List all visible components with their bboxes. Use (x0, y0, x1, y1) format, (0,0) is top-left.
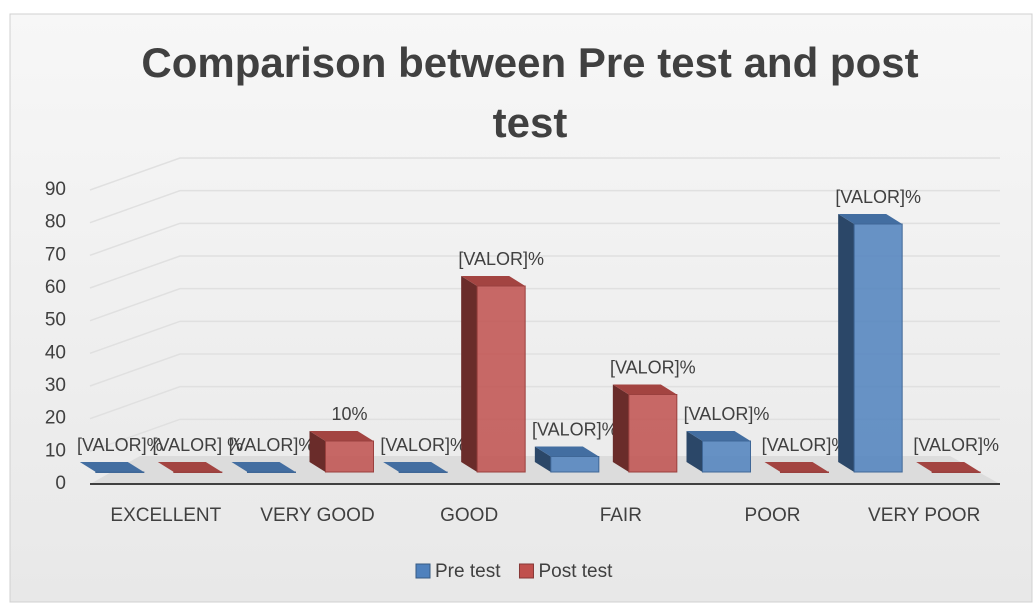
grid-line (89, 222, 1000, 257)
bar (476, 285, 526, 473)
value-label: [VALOR]% (762, 435, 848, 455)
bar-top (612, 384, 677, 395)
bar-side (686, 431, 703, 472)
bar (398, 471, 448, 473)
x-tick-label: VERY GOOD (260, 505, 374, 526)
y-tick-label: 10 (45, 440, 66, 461)
grid-line (89, 189, 1000, 224)
value-label: [VALOR]% (835, 187, 921, 207)
y-tick-label: 70 (45, 244, 66, 265)
bar-top (157, 462, 222, 472)
bar-side (838, 214, 855, 472)
x-tick-label: VERY POOR (868, 505, 980, 526)
legend-label: Post test (538, 561, 613, 582)
bar (95, 471, 145, 473)
bar-side (612, 384, 629, 472)
grid-line (89, 287, 1000, 322)
value-label: [VALOR]% (458, 249, 544, 269)
bar-top (534, 446, 599, 457)
y-tick-label: 60 (45, 277, 66, 298)
bar-top (79, 462, 144, 472)
value-label: [VALOR]% (532, 419, 618, 439)
bar (550, 456, 600, 473)
bar-top (916, 462, 981, 472)
y-tick-label: 50 (45, 310, 66, 331)
bar-side (461, 276, 478, 472)
bar-top (231, 462, 296, 472)
value-label: 10% (331, 404, 367, 424)
grid-line (89, 385, 1000, 420)
x-tick-label: POOR (745, 505, 801, 526)
value-label: [VALOR] % (152, 435, 243, 455)
bar (931, 471, 981, 473)
chart-title: Comparison between Pre test and post (141, 39, 918, 86)
grid-line (89, 320, 1000, 355)
bar-top (686, 431, 751, 441)
legend-swatch (518, 563, 534, 579)
bar (780, 471, 829, 473)
bar-side (309, 431, 326, 472)
bar-side (534, 446, 551, 472)
y-tick-label: 40 (45, 342, 66, 363)
bar (247, 471, 296, 473)
x-tick-label: EXCELLENT (110, 505, 221, 526)
bar-top (309, 431, 374, 441)
value-label: [VALOR]% (913, 435, 999, 455)
bar-top (461, 276, 526, 286)
legend-swatch (415, 563, 431, 579)
y-tick-label: 90 (45, 179, 66, 200)
bar (325, 440, 374, 473)
bar (173, 471, 223, 473)
value-label: [VALOR]% (610, 357, 696, 377)
value-label: [VALOR]% (77, 435, 163, 455)
grid-line (89, 353, 1000, 387)
bar-top (764, 462, 829, 472)
x-tick-label: FAIR (600, 505, 642, 526)
value-label: [VALOR]% (229, 435, 315, 455)
x-tick-label: GOOD (440, 505, 498, 526)
y-tick-label: 20 (45, 408, 66, 429)
legend-label: Pre test (435, 561, 501, 582)
y-tick-label: 80 (45, 212, 66, 233)
bar (702, 440, 751, 473)
chart-title: test (493, 99, 568, 146)
bar-top (383, 462, 448, 472)
grid-line (89, 418, 1000, 453)
value-label: [VALOR]% (380, 435, 466, 455)
y-tick-label: 0 (55, 473, 66, 494)
bar (628, 394, 678, 473)
y-tick-label: 30 (45, 375, 66, 396)
value-label: [VALOR]% (684, 404, 770, 424)
grid-line (89, 157, 1000, 191)
grid-line (89, 255, 1000, 289)
bar-top (838, 214, 903, 224)
bar (853, 223, 903, 473)
